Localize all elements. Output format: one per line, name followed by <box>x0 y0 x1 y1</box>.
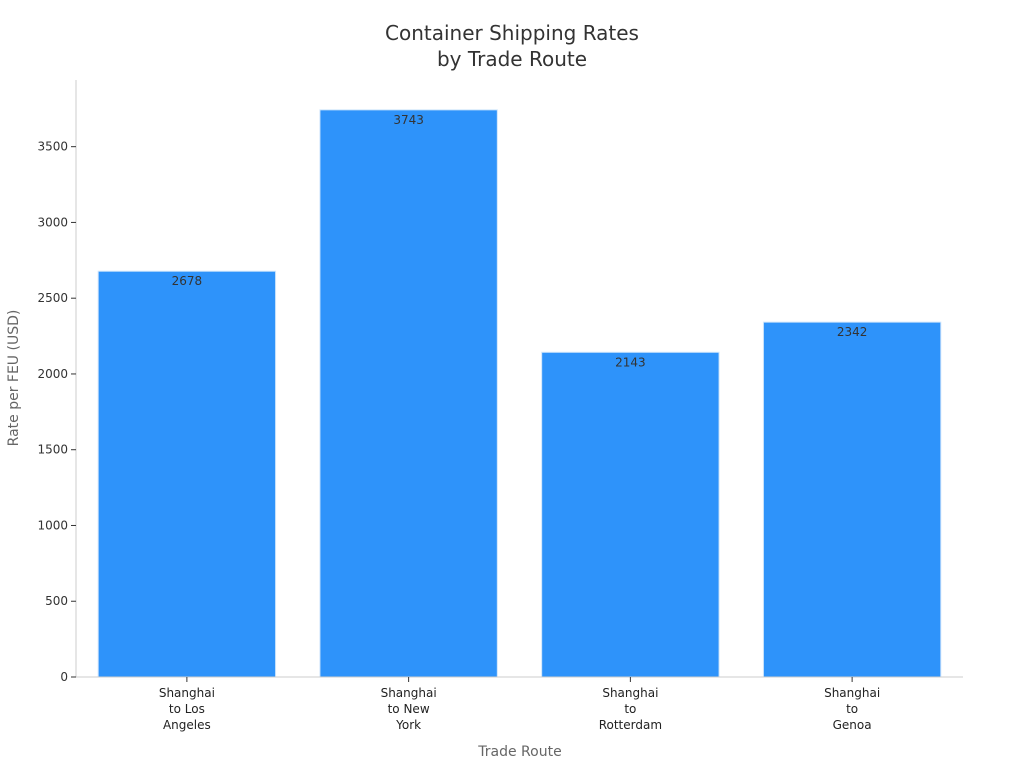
x-tick-label: Shanghai to Los Angeles <box>159 686 215 732</box>
bars-group <box>97 109 942 678</box>
chart-title-line-2: by Trade Route <box>437 47 587 71</box>
x-tick-label-line: Genoa <box>833 718 872 732</box>
x-axis-label: Trade Route <box>477 744 561 760</box>
x-tick-label-line: Angeles <box>163 718 211 732</box>
x-tick-label-line: Rotterdam <box>599 718 662 732</box>
x-tick-label-line: Shanghai <box>381 686 437 700</box>
y-axis-label: Rate per FEU (USD) <box>6 310 22 447</box>
y-tick-label: 1000 <box>37 518 68 532</box>
x-tick-label: Shanghai to Genoa <box>824 686 880 732</box>
x-tick-label-line: Shanghai <box>159 686 215 700</box>
x-tick-label-line: Shanghai <box>602 686 658 700</box>
bar <box>762 321 942 678</box>
y-axis: 0 500 1000 1500 2000 2500 3000 3500 <box>37 80 77 684</box>
y-tick-label: 2500 <box>37 291 68 305</box>
bar-data-label: 3743 <box>393 113 424 127</box>
chart-title: Container Shipping Rates by Trade Route <box>385 21 639 71</box>
x-tick-label-line: to New <box>388 702 430 716</box>
bar <box>319 109 498 678</box>
y-tick-label: 500 <box>45 594 68 608</box>
x-tick-label-line: to <box>624 702 636 716</box>
chart-title-line-1: Container Shipping Rates <box>385 21 639 45</box>
data-labels-group: 2678 3743 2143 2342 <box>172 113 868 369</box>
bar-data-label: 2143 <box>615 355 646 369</box>
y-tick-label: 0 <box>60 670 68 684</box>
bar-data-label: 2678 <box>172 274 203 288</box>
x-tick-label-line: to Los <box>169 702 205 716</box>
y-tick-label: 2000 <box>37 367 68 381</box>
bar <box>97 270 277 678</box>
x-tick-label-line: York <box>395 718 421 732</box>
bar-data-label: 2342 <box>837 325 868 339</box>
bar <box>541 351 720 678</box>
y-tick-label: 1500 <box>37 443 68 457</box>
x-tick-label-line: to <box>846 702 858 716</box>
x-tick-label-line: Shanghai <box>824 686 880 700</box>
y-tick-label: 3000 <box>37 215 68 229</box>
y-tick-label: 3500 <box>37 140 68 154</box>
x-tick-label: Shanghai to New York <box>381 686 437 732</box>
x-tick-label: Shanghai to Rotterdam <box>599 686 662 732</box>
